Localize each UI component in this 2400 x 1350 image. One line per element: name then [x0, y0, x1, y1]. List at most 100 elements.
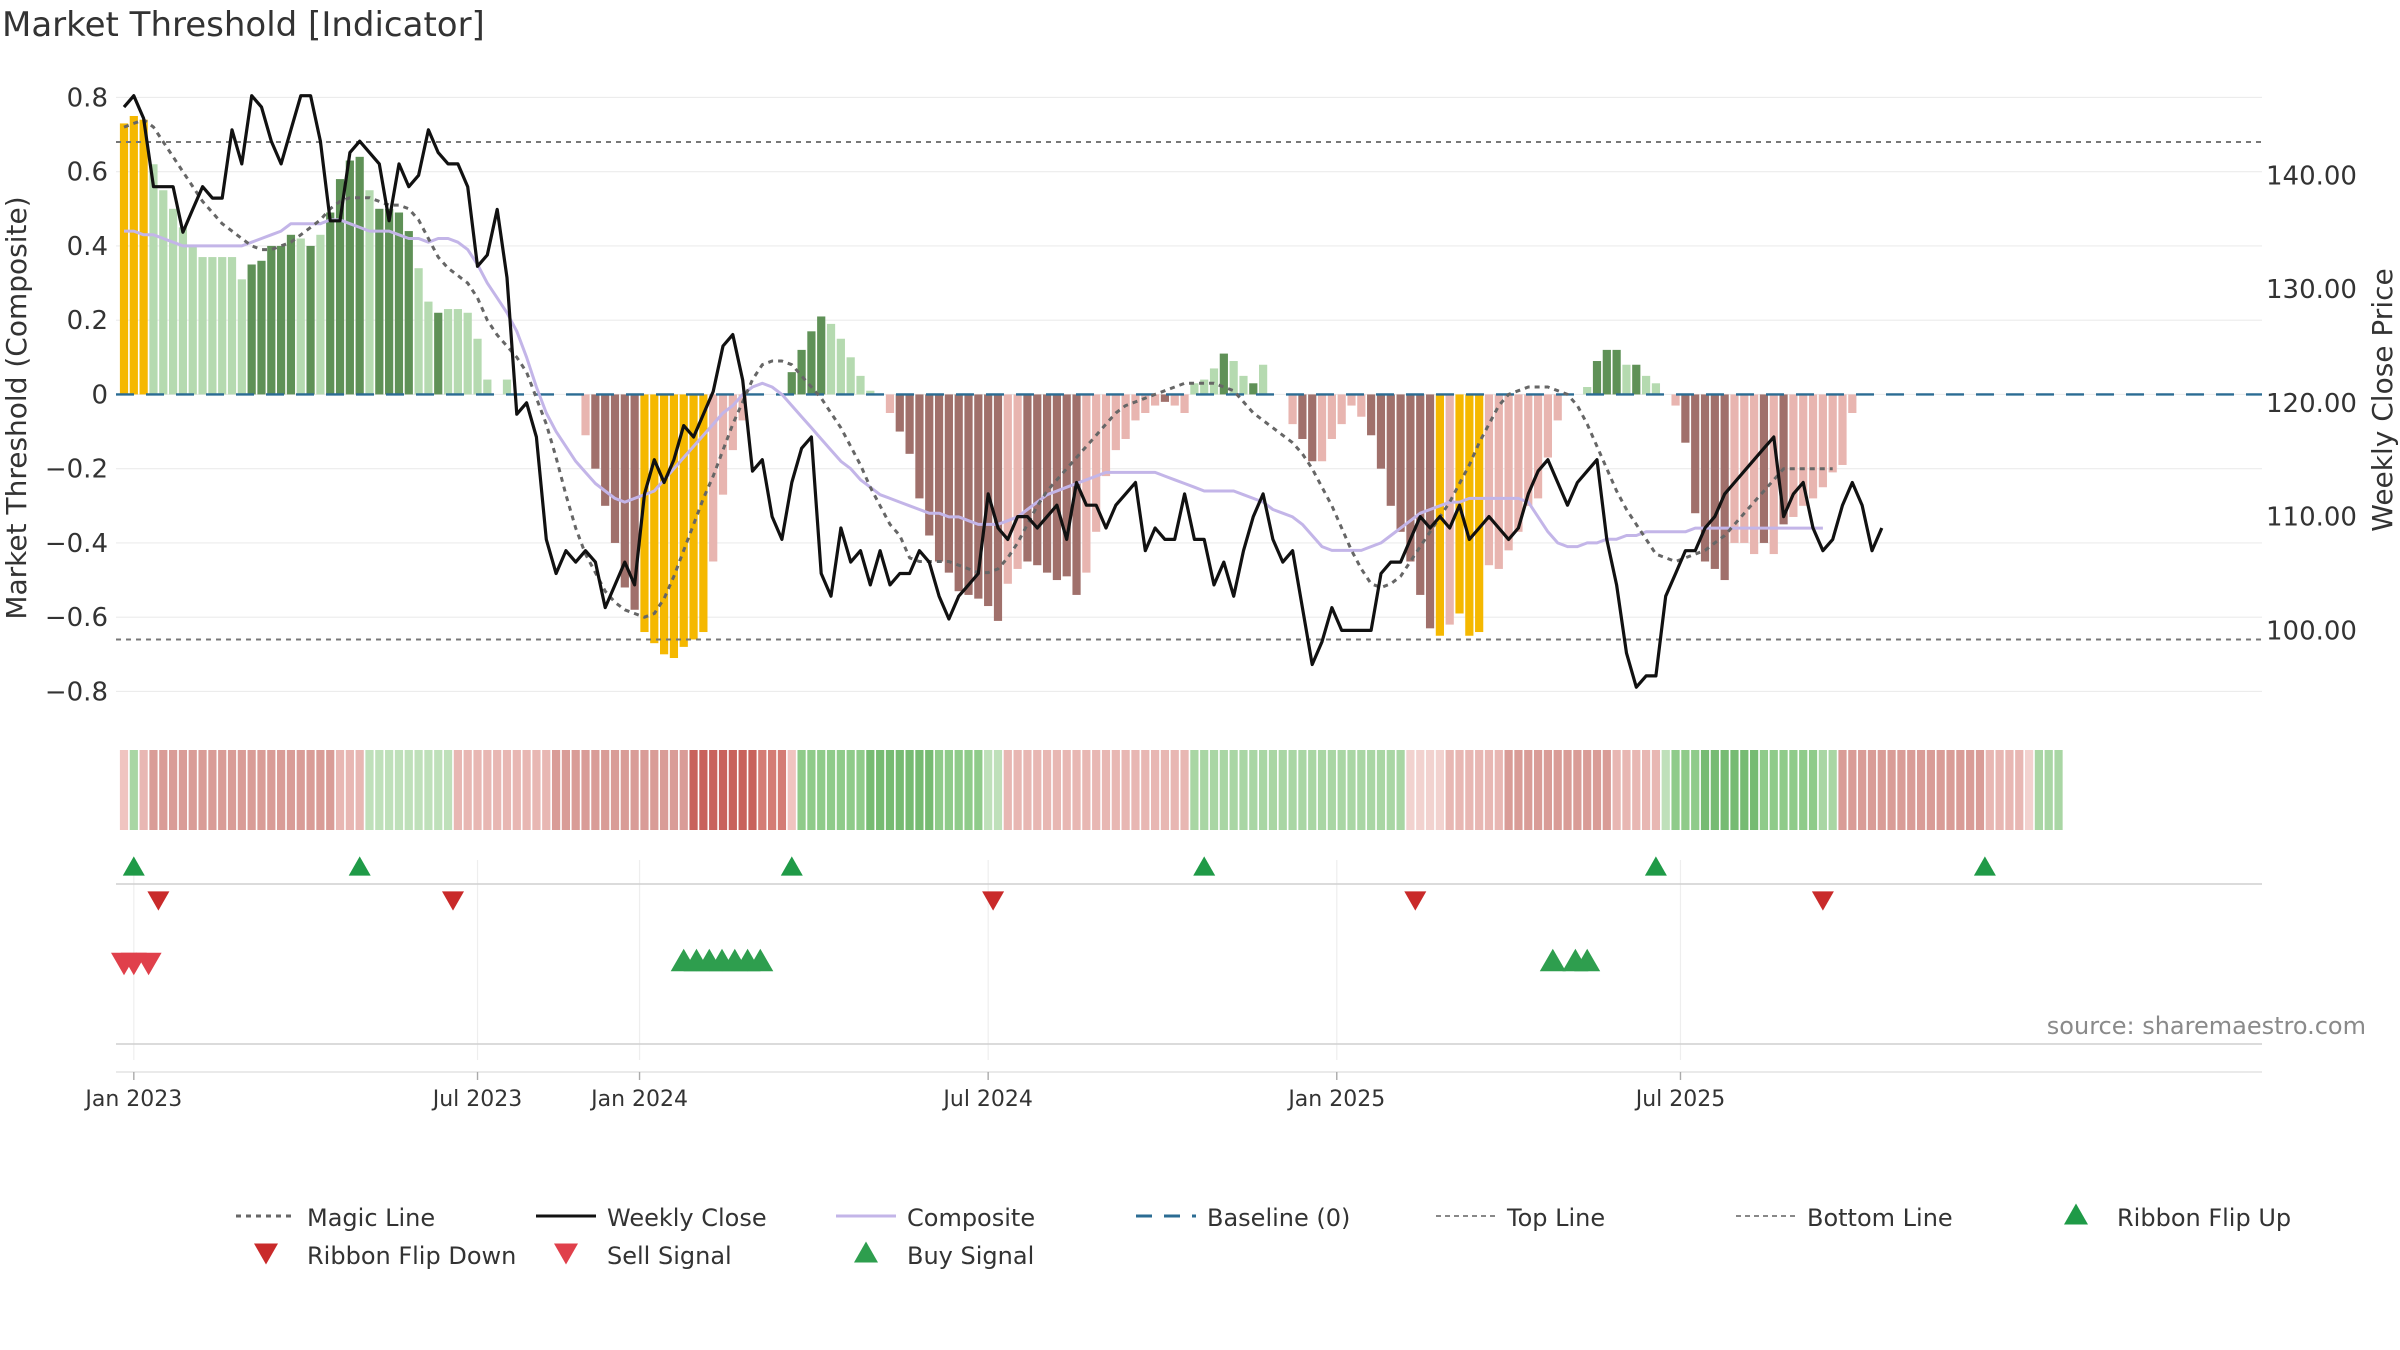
composite-bar: [502, 379, 512, 395]
ribbon-cell: [1337, 750, 1346, 830]
ribbon-cell: [1671, 750, 1680, 830]
ribbon-cell: [610, 750, 620, 830]
x-tick-label: Jul 2025: [1634, 1087, 1726, 1112]
composite-bar: [306, 245, 315, 395]
ribbon-cell: [1818, 750, 1827, 830]
ribbon-cell: [2024, 750, 2034, 830]
ribbon-cell: [326, 750, 335, 830]
composite-bar: [817, 316, 826, 395]
ribbon-cell: [2034, 750, 2043, 830]
ribbon-cell: [1151, 750, 1160, 830]
composite-bar: [679, 394, 688, 647]
composite-bar: [856, 375, 865, 395]
ribbon-cell: [1553, 750, 1562, 830]
composite-bar: [149, 164, 158, 395]
ribbon-cell: [394, 750, 404, 830]
composite-bar: [267, 245, 276, 395]
composite-bar: [394, 212, 404, 395]
ribbon-cell: [1308, 750, 1317, 830]
ribbon-flip-up-marker: [780, 856, 803, 876]
ribbon-cell: [434, 750, 443, 830]
composite-bar: [188, 245, 197, 395]
ribbon-cell: [335, 750, 345, 830]
composite-bar: [885, 394, 895, 413]
ribbon-cell: [1484, 750, 1494, 830]
ribbon-cell: [1111, 750, 1120, 830]
ribbon-cell: [934, 750, 944, 830]
composite-bar: [954, 394, 963, 592]
ribbon-cell: [1072, 750, 1081, 830]
composite-bar: [1524, 394, 1533, 506]
legend: Magic Line Weekly Close Composite Baseline …: [236, 1203, 2291, 1270]
ribbon-cell: [2015, 750, 2024, 830]
composite-bar: [1602, 349, 1611, 395]
ribbon-flip-up-marker: [348, 856, 371, 876]
ribbon-cell: [1750, 750, 1759, 830]
ribbon-cell: [1042, 750, 1052, 830]
ribbon-cell: [1700, 750, 1710, 830]
composite-bar: [1789, 394, 1798, 517]
ribbon-cell: [1033, 750, 1042, 830]
ribbon-cell: [1347, 750, 1356, 830]
ribbon-cell: [1190, 750, 1199, 830]
ribbon-cell: [365, 750, 374, 830]
composite-bar: [159, 190, 168, 395]
ribbon-cell: [2044, 750, 2053, 830]
ribbon-cell: [1916, 750, 1926, 830]
ribbon-cell: [885, 750, 895, 830]
composite-bar: [414, 268, 423, 395]
ribbon-cell: [1209, 750, 1219, 830]
gridlines: [116, 96, 2262, 1073]
ribbon-cell: [1691, 750, 1700, 830]
ribbon-cell: [1465, 750, 1474, 830]
composite-bar: [1092, 394, 1101, 532]
ribbon-cell: [1170, 750, 1179, 830]
ribbon-cell: [669, 750, 679, 830]
ribbon-cell: [581, 750, 590, 830]
composite-bar: [640, 394, 649, 633]
composite-bar: [1848, 394, 1857, 413]
y-tick-label: −0.6: [45, 603, 108, 633]
composite-bar: [257, 260, 266, 395]
ribbon-cell: [836, 750, 845, 830]
composite-bar: [1239, 375, 1248, 395]
ribbon-cell: [1740, 750, 1749, 830]
ribbon-cell: [1455, 750, 1464, 830]
legend-symbol: [854, 1241, 878, 1263]
composite-bar: [1838, 394, 1847, 465]
composite-bar: [944, 394, 953, 573]
y-tick-label: 0.2: [67, 306, 108, 336]
composite-bar: [355, 156, 364, 395]
composite-bar: [1033, 394, 1042, 566]
ribbon-cell: [296, 750, 305, 830]
ribbon-cell: [178, 750, 188, 830]
composite-bar: [1101, 394, 1111, 477]
legend-symbol: [2064, 1203, 2088, 1225]
ribbon-cell: [984, 750, 993, 830]
composite-bar: [178, 227, 188, 395]
x-tick-label: Jan 2025: [1286, 1087, 1385, 1112]
series-lines: [122, 94, 1884, 689]
composite-bar: [797, 349, 806, 395]
composite-bar: [934, 394, 944, 562]
composite-bar: [1209, 368, 1219, 395]
composite-bar: [1642, 375, 1651, 395]
series-line-composite: [124, 218, 1823, 552]
composite-bar: [237, 279, 246, 395]
ribbon-cell: [1023, 750, 1032, 830]
ribbon-cell: [277, 750, 286, 830]
composite-bar: [1131, 394, 1140, 421]
x-tick-label: Jul 2023: [431, 1087, 523, 1112]
signal-markers: [111, 856, 1996, 976]
ribbon-cell: [1681, 750, 1690, 830]
buy-signal-marker: [747, 948, 774, 972]
ribbon-cell: [1877, 750, 1886, 830]
y-right-tick-label: 100.00: [2266, 616, 2357, 646]
ribbon-cell: [1386, 750, 1395, 830]
composite-bar: [1445, 394, 1454, 625]
composite-bar: [807, 331, 816, 395]
composite-bar: [1180, 394, 1189, 413]
y-right-tick-label: 130.00: [2266, 275, 2357, 305]
composite-bar: [1259, 364, 1268, 395]
composite-bar: [1416, 394, 1425, 595]
